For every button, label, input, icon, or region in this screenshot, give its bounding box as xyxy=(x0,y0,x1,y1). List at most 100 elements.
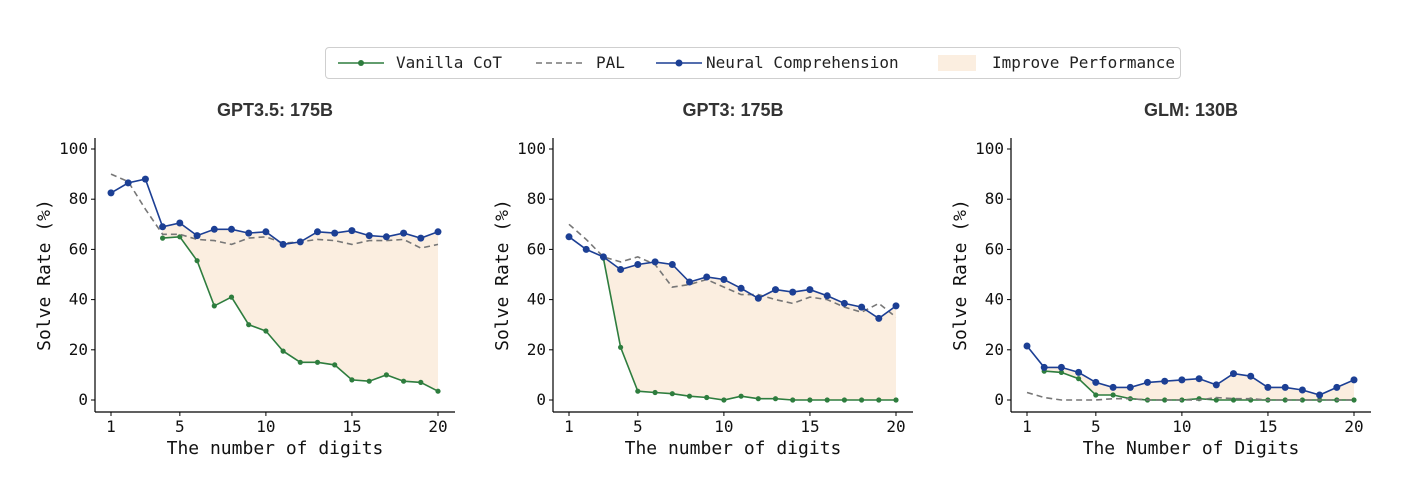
y-tick-label: 100 xyxy=(975,139,1004,158)
data-point-neural-comprehension xyxy=(1350,376,1358,384)
y-axis-label: Solve Rate (%) xyxy=(492,199,513,351)
data-point-neural-comprehension xyxy=(1178,376,1186,384)
data-point-neural-comprehension xyxy=(331,229,339,237)
series-line-vanilla-cot xyxy=(602,258,896,401)
legend-swatch-pal xyxy=(536,62,582,64)
data-point-neural-comprehension xyxy=(159,223,167,231)
data-point-vanilla-cot xyxy=(652,389,658,396)
x-tick-label: 1 xyxy=(564,417,574,436)
y-tick-label: 40 xyxy=(69,290,88,309)
x-tick-label: 1 xyxy=(1022,417,1032,436)
y-tick-label: 60 xyxy=(527,239,546,258)
data-point-vanilla-cot xyxy=(194,258,200,264)
data-point-vanilla-cot xyxy=(824,397,830,403)
y-tick-label: 20 xyxy=(985,340,1004,359)
data-point-vanilla-cot xyxy=(721,397,727,403)
legend-swatch-neural-comprehension xyxy=(656,59,702,67)
data-point-vanilla-cot xyxy=(841,397,847,403)
data-point-neural-comprehension xyxy=(840,299,848,307)
x-tick-label: 5 xyxy=(633,417,643,436)
data-point-neural-comprehension xyxy=(1195,375,1203,383)
data-point-neural-comprehension xyxy=(1212,381,1220,389)
data-point-neural-comprehension xyxy=(193,232,201,240)
y-tick-label: 60 xyxy=(985,239,1004,258)
data-point-neural-comprehension xyxy=(875,314,883,322)
data-point-neural-comprehension xyxy=(210,225,218,233)
x-tick-label: 20 xyxy=(886,417,905,436)
y-tick-label: 80 xyxy=(527,189,546,208)
data-point-vanilla-cot xyxy=(383,372,389,378)
legend-marker xyxy=(358,60,364,66)
data-point-neural-comprehension xyxy=(617,266,625,273)
data-point-vanilla-cot xyxy=(280,348,286,354)
data-point-vanilla-cot xyxy=(1230,397,1237,403)
data-point-neural-comprehension xyxy=(1023,342,1031,350)
data-point-vanilla-cot xyxy=(1093,392,1099,398)
panel-title: GPT3: 175B xyxy=(682,100,783,120)
data-point-vanilla-cot xyxy=(790,397,796,403)
data-point-neural-comprehension xyxy=(565,233,573,241)
legend-label: Vanilla CoT xyxy=(396,53,502,72)
data-point-vanilla-cot xyxy=(704,394,710,401)
data-point-vanilla-cot xyxy=(755,396,761,402)
panel-title: GPT3.5: 175B xyxy=(217,100,333,120)
y-tick-label: 0 xyxy=(536,390,546,409)
x-tick-label: 15 xyxy=(800,417,819,436)
data-point-neural-comprehension xyxy=(434,228,442,236)
x-tick-label: 15 xyxy=(342,417,361,436)
data-point-neural-comprehension xyxy=(245,229,253,237)
data-point-neural-comprehension xyxy=(1075,368,1083,376)
data-point-vanilla-cot xyxy=(332,362,338,368)
series-line-pal xyxy=(110,173,439,249)
x-axis-label: The number of digits xyxy=(625,438,842,459)
data-point-neural-comprehension xyxy=(228,225,235,233)
data-point-neural-comprehension xyxy=(314,228,321,236)
data-point-vanilla-cot xyxy=(635,388,641,394)
data-point-vanilla-cot xyxy=(893,397,899,403)
y-tick-label: 80 xyxy=(69,189,88,208)
data-point-vanilla-cot xyxy=(1299,397,1305,403)
x-tick-label: 10 xyxy=(714,417,733,436)
data-point-neural-comprehension xyxy=(1109,383,1117,391)
improve-performance-area xyxy=(1044,367,1354,400)
data-point-vanilla-cot xyxy=(435,388,441,394)
data-point-vanilla-cot xyxy=(228,294,235,300)
data-point-neural-comprehension xyxy=(417,234,425,242)
data-point-vanilla-cot xyxy=(1351,397,1357,403)
data-point-neural-comprehension xyxy=(599,253,607,261)
data-point-vanilla-cot xyxy=(738,393,744,399)
x-tick-label: 1 xyxy=(106,417,116,436)
y-tick-label: 0 xyxy=(994,390,1004,409)
data-point-neural-comprehension xyxy=(296,238,304,246)
data-point-vanilla-cot xyxy=(263,328,269,334)
data-point-neural-comprehension xyxy=(651,258,659,266)
y-tick-label: 40 xyxy=(985,290,1004,309)
data-point-vanilla-cot xyxy=(1058,369,1064,375)
data-point-neural-comprehension xyxy=(400,229,408,237)
y-tick-label: 20 xyxy=(527,340,546,359)
x-tick-label: 20 xyxy=(1344,417,1363,436)
data-point-vanilla-cot xyxy=(859,397,865,403)
legend: Vanilla CoT PAL Neural Comprehension Imp… xyxy=(325,47,1181,79)
data-point-vanilla-cot xyxy=(211,303,217,309)
data-point-vanilla-cot xyxy=(401,378,407,384)
improve-performance-area xyxy=(162,223,438,392)
data-point-neural-comprehension xyxy=(124,179,132,187)
legend-marker xyxy=(675,59,683,67)
y-tick-label: 20 xyxy=(69,340,88,359)
y-axis-label: Solve Rate (%) xyxy=(950,199,971,351)
legend-label: Improve Performance xyxy=(992,53,1176,72)
y-tick-label: 100 xyxy=(517,139,546,158)
x-tick-label: 15 xyxy=(1258,417,1277,436)
data-point-neural-comprehension xyxy=(772,286,779,294)
data-point-neural-comprehension xyxy=(806,286,814,294)
data-point-neural-comprehension xyxy=(348,227,356,235)
data-point-vanilla-cot xyxy=(876,397,882,403)
data-point-vanilla-cot xyxy=(1076,376,1082,382)
data-point-neural-comprehension xyxy=(634,261,642,268)
data-point-vanilla-cot xyxy=(1213,397,1219,403)
